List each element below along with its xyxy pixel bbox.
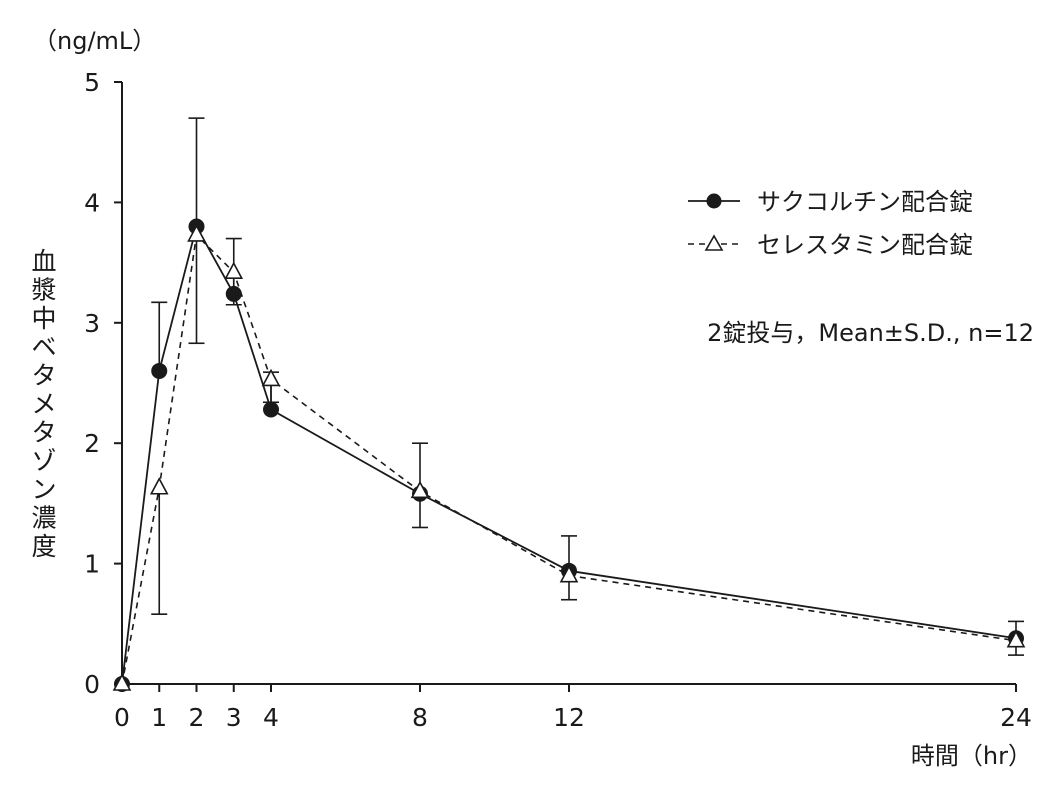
- y-axis-title-char: タ: [31, 418, 56, 447]
- y-axis-title-char: ベ: [31, 333, 56, 362]
- data-point: [1006, 629, 1026, 648]
- y-axis-title-char: 中: [31, 304, 56, 333]
- y-axis-title-char: 漿: [31, 276, 56, 305]
- legend-item-series-1: サクコルチン配合錠: [688, 188, 973, 216]
- y-tick-label: 4: [84, 188, 100, 217]
- data-point: [410, 480, 430, 499]
- data-point: [263, 401, 279, 418]
- legend-marker-triangle: [704, 234, 724, 251]
- data-point: [112, 673, 132, 691]
- data-point: [151, 362, 168, 379]
- data-point: [187, 224, 206, 242]
- data-point: [261, 368, 281, 387]
- data-point: [559, 564, 579, 583]
- series-line: [121, 233, 1017, 685]
- y-axis-title-char: 濃: [31, 504, 56, 533]
- legend-item-series-2: セレスタミン配合錠: [688, 231, 973, 259]
- y-axis-title-char: 血: [31, 247, 56, 276]
- y-unit-label: （ng/mL）: [33, 27, 156, 55]
- legend: サクコルチン配合錠 セレスタミン配合錠: [688, 188, 973, 259]
- legend-label-series-2: セレスタミン配合錠: [757, 231, 973, 259]
- legend-label-series-1: サクコルチン配合錠: [757, 188, 973, 216]
- x-tick-label: 8: [412, 703, 428, 732]
- data-point: [224, 261, 244, 280]
- y-axis-title-char: ン: [31, 475, 56, 504]
- x-ticks: 0 1 2 3 4 8 12 24: [114, 684, 1032, 732]
- y-axis-title-char: メ: [31, 390, 56, 419]
- y-axis-title-char: ゾ: [31, 447, 56, 476]
- series-line: [121, 224, 1017, 685]
- y-tick-label: 1: [84, 550, 100, 579]
- x-axis-title: 時間（hr）: [911, 742, 1032, 770]
- x-tick-label: 12: [553, 703, 585, 732]
- series-layer: [112, 117, 1026, 692]
- data-point: [149, 477, 169, 495]
- series-2: [112, 224, 1026, 691]
- x-tick-label: 4: [263, 703, 279, 732]
- x-tick-label: 3: [226, 703, 242, 732]
- y-tick-label: 0: [84, 670, 100, 699]
- dosing-annotation: 2錠投与，Mean±S.D., n=12: [707, 319, 1034, 347]
- x-tick-label: 1: [151, 703, 167, 732]
- y-axis-title-char: 度: [31, 532, 56, 561]
- legend-marker-circle: [706, 193, 722, 209]
- x-tick-label: 0: [114, 703, 130, 732]
- y-tick-label: 5: [84, 68, 100, 97]
- y-tick-label: 2: [84, 429, 100, 458]
- y-ticks: 0 1 2 3 4 5: [84, 68, 122, 699]
- y-axis-title-char: タ: [31, 361, 56, 390]
- x-tick-label: 2: [189, 703, 205, 732]
- x-tick-label: 24: [1000, 703, 1032, 732]
- y-tick-label: 3: [84, 309, 100, 338]
